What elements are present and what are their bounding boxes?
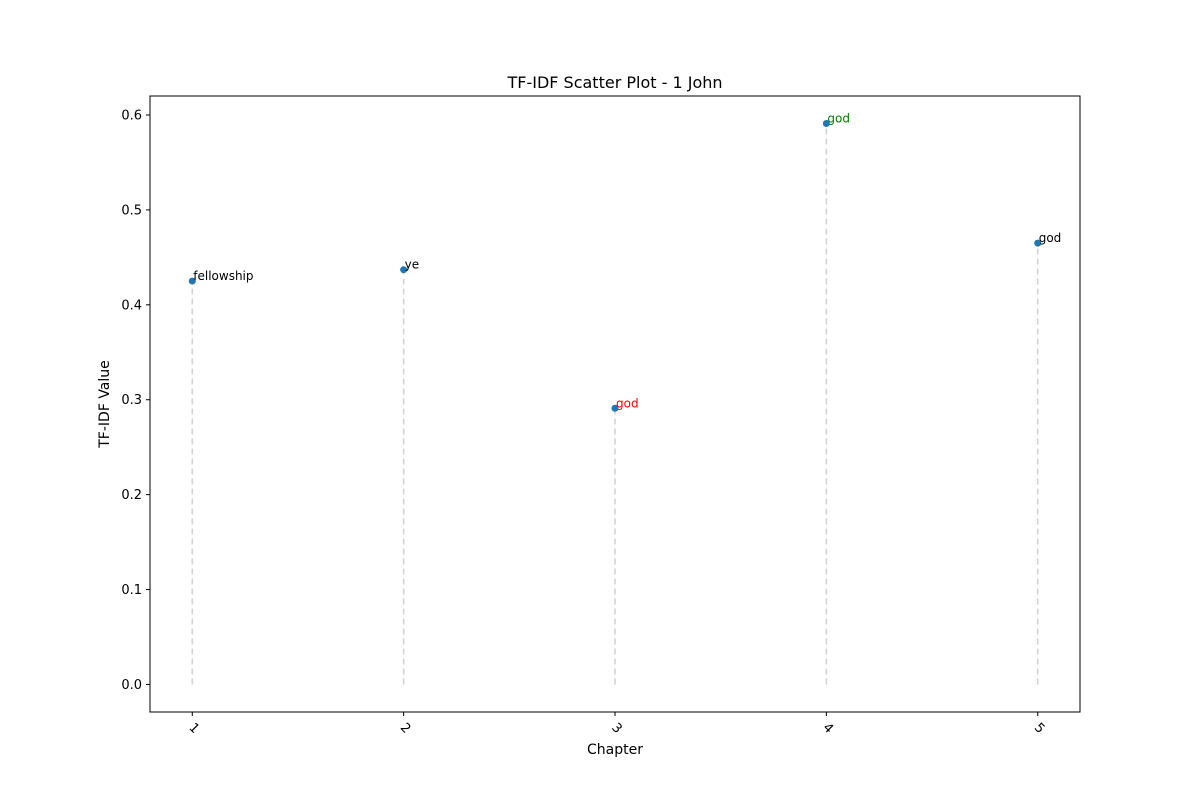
point-label: god: [616, 396, 639, 410]
data-point: [400, 266, 408, 274]
point-labels: fellowship ye god god god: [193, 112, 1061, 411]
y-axis-label: TF-IDF Value: [97, 360, 113, 449]
data-points: [188, 120, 1042, 412]
y-tick-label: 0.1: [121, 583, 142, 598]
x-axis-label: Chapter: [587, 742, 643, 758]
point-label: fellowship: [193, 269, 253, 283]
chart-title: TF-IDF Scatter Plot - 1 John: [506, 73, 722, 92]
point-label: god: [827, 112, 850, 126]
data-point: [1034, 239, 1042, 247]
y-tick-label: 0.6: [121, 108, 142, 123]
y-axis: 0.0 0.1 0.2 0.3 0.4 0.5 0.6: [121, 108, 150, 693]
data-point: [822, 120, 830, 128]
data-point: [611, 404, 619, 412]
stem-lines: [191, 123, 1039, 685]
point-label: ye: [405, 258, 419, 272]
y-tick-label: 0.4: [121, 298, 142, 313]
data-point: [188, 277, 196, 285]
y-tick-label: 0.0: [121, 678, 142, 693]
point-label: god: [1039, 231, 1062, 245]
y-tick-label: 0.3: [121, 393, 142, 408]
y-tick-label: 0.5: [121, 203, 142, 218]
y-tick-label: 0.2: [121, 488, 142, 503]
